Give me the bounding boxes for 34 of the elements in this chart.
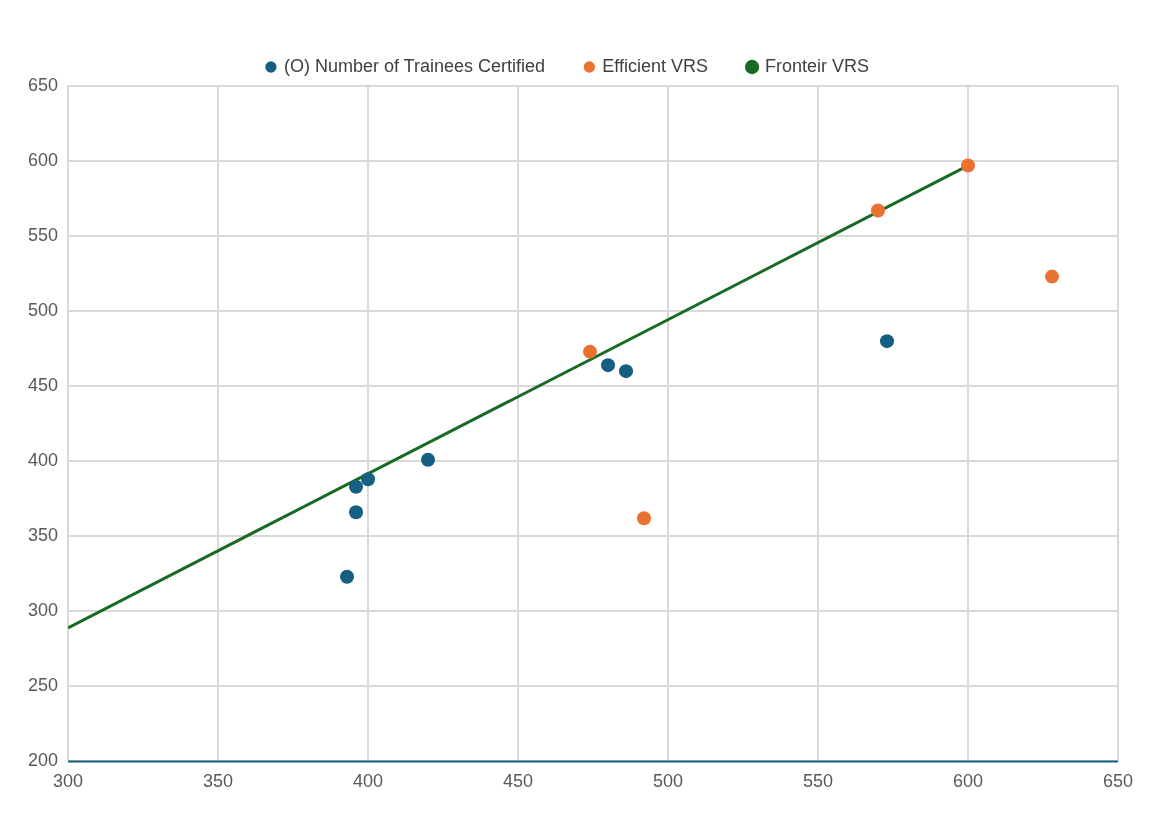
y-tick-label: 350 bbox=[27, 525, 59, 546]
point bbox=[583, 344, 598, 359]
point bbox=[961, 158, 976, 173]
legend-label: Efficient VRS bbox=[602, 55, 709, 76]
y-tick-label: 200 bbox=[27, 750, 59, 771]
x-tick-label: 450 bbox=[502, 771, 534, 792]
x-tick-label: 400 bbox=[353, 771, 384, 792]
legend-label: Fronteir VRS bbox=[765, 55, 870, 76]
point bbox=[880, 334, 895, 349]
x-tick-label: 600 bbox=[952, 771, 984, 792]
point bbox=[637, 511, 652, 526]
y-tick-label: 600 bbox=[27, 150, 59, 171]
point bbox=[349, 479, 364, 494]
y-tick-label: 300 bbox=[27, 600, 59, 621]
point bbox=[361, 472, 376, 487]
x-tick-label: 350 bbox=[203, 771, 234, 792]
y-tick-label: 550 bbox=[27, 225, 59, 246]
x-tick-label: 300 bbox=[53, 771, 84, 792]
point bbox=[340, 569, 355, 584]
point bbox=[871, 203, 886, 218]
x-tick-label: 500 bbox=[652, 771, 684, 792]
point bbox=[601, 358, 616, 373]
point bbox=[619, 364, 634, 379]
point bbox=[1045, 269, 1059, 284]
point bbox=[349, 505, 364, 520]
y-tick-label: 500 bbox=[27, 300, 59, 321]
y-tick-label: 250 bbox=[27, 675, 59, 696]
x-tick-label: 550 bbox=[802, 771, 834, 792]
y-tick-label: 450 bbox=[27, 375, 59, 396]
x-tick-label: 650 bbox=[1102, 771, 1134, 792]
y-tick-label: 400 bbox=[27, 450, 59, 471]
y-tick-label: 650 bbox=[27, 74, 59, 95]
point bbox=[421, 452, 436, 467]
legend-label: (O) Number of Trainees Certified bbox=[283, 55, 546, 76]
